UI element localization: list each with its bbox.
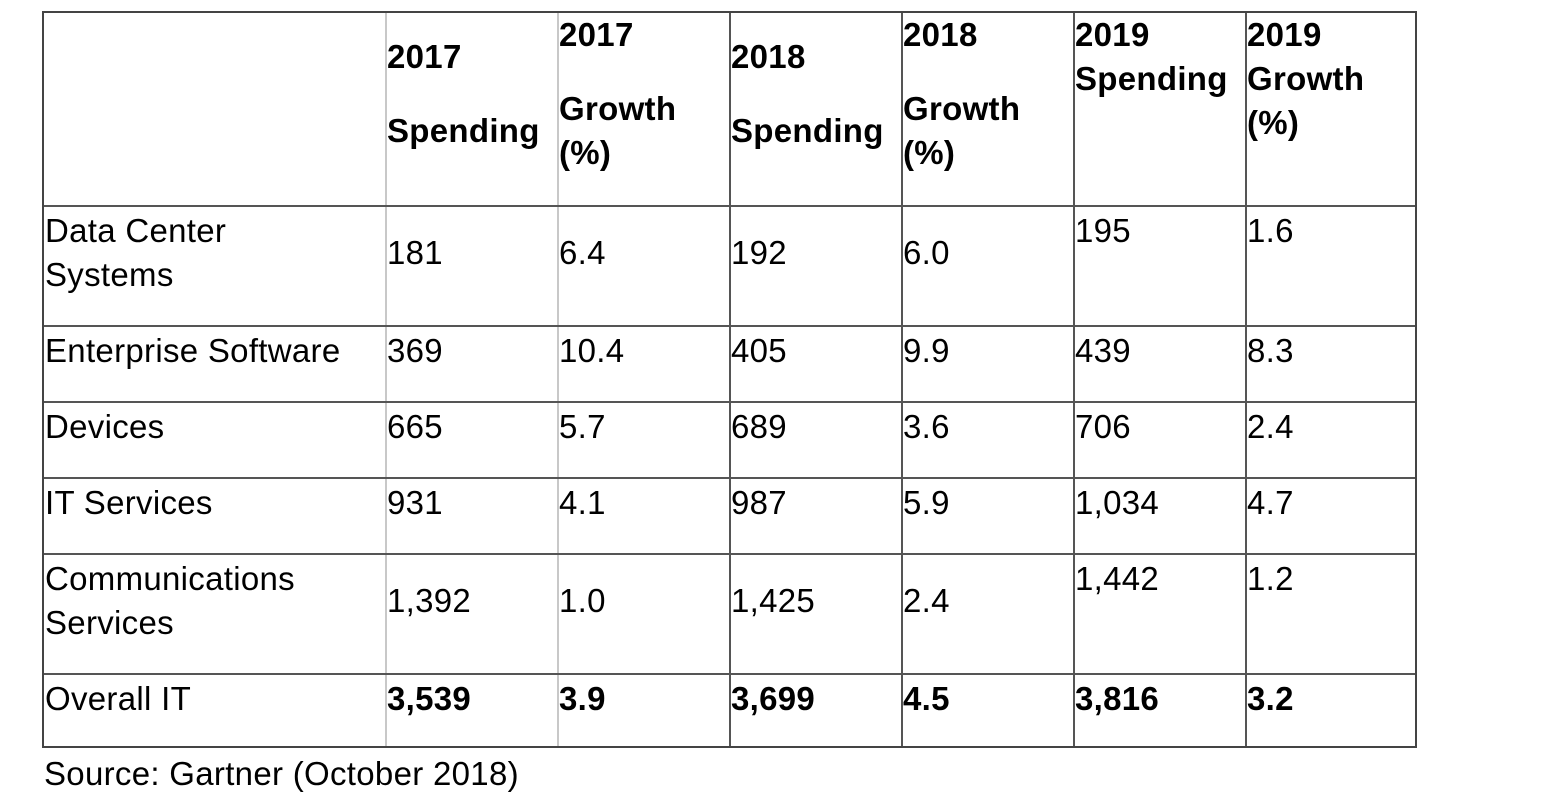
cell-2018-spending: 1,425 xyxy=(731,582,816,619)
row-label-line: Overall IT xyxy=(45,680,192,717)
row-divider xyxy=(44,553,1415,555)
row-label: Data Center Systems xyxy=(44,209,226,297)
cell-2019-spending: 3,816 xyxy=(1075,680,1160,717)
row-divider xyxy=(44,205,1415,207)
cell-2017-spending: 931 xyxy=(387,484,443,521)
cell-2019-growth: 1.6 xyxy=(1247,212,1294,249)
cell-2019-growth: 1.2 xyxy=(1247,560,1294,597)
cell-2019-spending: 706 xyxy=(1075,408,1131,445)
row-label-line: Services xyxy=(45,604,174,641)
row-label: Devices xyxy=(44,405,164,449)
cell-2018-spending: 405 xyxy=(731,332,787,369)
cell-2017-spending: 3,539 xyxy=(387,680,472,717)
column-divider xyxy=(385,13,387,746)
row-label: Communications Services xyxy=(44,557,295,645)
row-label-line: Communications xyxy=(45,560,295,597)
header-line: (%) xyxy=(559,134,612,171)
cell-2019-growth: 2.4 xyxy=(1247,408,1294,445)
column-divider xyxy=(1245,13,1247,746)
row-divider xyxy=(44,673,1415,675)
cell-2018-spending: 192 xyxy=(731,234,787,271)
cell-2018-growth: 5.9 xyxy=(903,484,950,521)
header-line: 2018 xyxy=(731,38,806,75)
header-line: 2019 xyxy=(1247,16,1322,53)
cell-2018-growth: 6.0 xyxy=(903,234,950,271)
column-divider xyxy=(901,13,903,746)
row-label: IT Services xyxy=(44,481,213,525)
column-divider xyxy=(1073,13,1075,746)
row-label-line: Data Center xyxy=(45,212,227,249)
cell-2017-spending: 181 xyxy=(387,234,443,271)
header-line: Growth xyxy=(1247,60,1365,97)
row-label: Enterprise Software xyxy=(44,329,341,373)
source-note: Source: Gartner (October 2018) xyxy=(44,755,519,792)
header-2018-growth: 2018 Growth (%) xyxy=(901,13,1020,175)
cell-2018-spending: 3,699 xyxy=(731,680,816,717)
cell-2017-growth: 1.0 xyxy=(559,582,606,619)
cell-2019-growth: 8.3 xyxy=(1247,332,1294,369)
cell-2018-growth: 3.6 xyxy=(903,408,950,445)
cell-2019-spending: 439 xyxy=(1075,332,1131,369)
cell-2019-spending: 1,034 xyxy=(1075,484,1160,521)
header-2019-growth: 2019 Growth (%) xyxy=(1245,13,1364,145)
cell-2018-spending: 987 xyxy=(731,484,787,521)
header-line: Spending xyxy=(1075,60,1228,97)
cell-2018-growth: 4.5 xyxy=(903,680,950,717)
row-label-line: IT Services xyxy=(45,484,213,521)
header-line: Spending xyxy=(387,112,540,149)
cell-2017-spending: 665 xyxy=(387,408,443,445)
cell-2019-spending: 195 xyxy=(1075,212,1131,249)
column-divider xyxy=(557,13,559,746)
cell-2017-growth: 5.7 xyxy=(559,408,606,445)
header-line: (%) xyxy=(903,134,956,171)
header-line: 2017 xyxy=(387,38,462,75)
cell-2018-growth: 9.9 xyxy=(903,332,950,369)
cell-2019-spending: 1,442 xyxy=(1075,560,1160,597)
row-divider xyxy=(44,477,1415,479)
row-label-line: Devices xyxy=(45,408,165,445)
cell-2018-growth: 2.4 xyxy=(903,582,950,619)
row-label-line: Systems xyxy=(45,256,174,293)
column-divider xyxy=(729,13,731,746)
header-line: Growth xyxy=(903,90,1021,127)
cell-2017-growth: 4.1 xyxy=(559,484,606,521)
row-label-line: Enterprise Software xyxy=(45,332,341,369)
cell-2019-growth: 3.2 xyxy=(1247,680,1294,717)
cell-2017-spending: 1,392 xyxy=(387,582,472,619)
cell-2017-spending: 369 xyxy=(387,332,443,369)
header-line: 2017 xyxy=(559,16,634,53)
header-line: 2019 xyxy=(1075,16,1150,53)
cell-2019-growth: 4.7 xyxy=(1247,484,1294,521)
row-divider xyxy=(44,401,1415,403)
cell-2018-spending: 689 xyxy=(731,408,787,445)
header-line: (%) xyxy=(1247,104,1300,141)
cell-2017-growth: 10.4 xyxy=(559,332,625,369)
header-2018-spending: 2018 Spending xyxy=(729,35,884,153)
header-2019-spending: 2019 Spending xyxy=(1073,13,1228,101)
header-line: Spending xyxy=(731,112,884,149)
header-line: Growth xyxy=(559,90,677,127)
row-label: Overall IT xyxy=(44,677,191,721)
header-line: 2018 xyxy=(903,16,978,53)
row-divider xyxy=(44,325,1415,327)
it-spending-table: 2017 Spending 2017 Growth (%) 2018 Spend… xyxy=(42,11,1417,748)
cell-2017-growth: 6.4 xyxy=(559,234,606,271)
header-2017-spending: 2017 Spending xyxy=(385,35,540,153)
header-2017-growth: 2017 Growth (%) xyxy=(557,13,676,175)
cell-2017-growth: 3.9 xyxy=(559,680,606,717)
